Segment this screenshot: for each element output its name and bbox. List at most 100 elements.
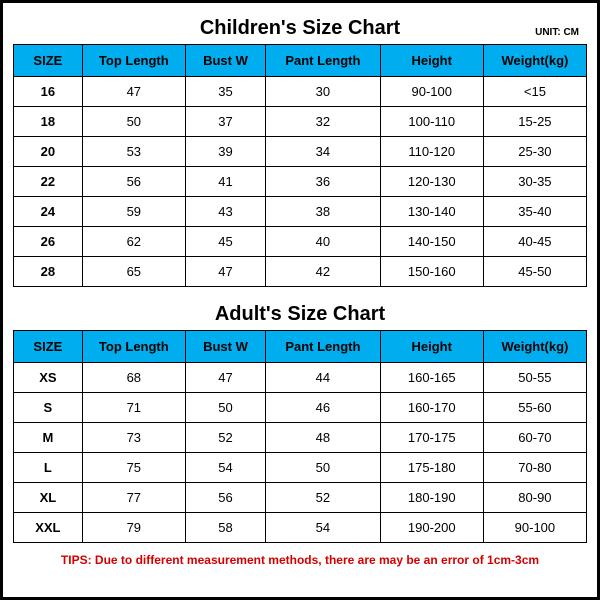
data-cell: 50 bbox=[82, 107, 185, 137]
unit-label: UNIT: CM bbox=[535, 27, 579, 38]
table-row: 26624540140-15040-45 bbox=[14, 227, 587, 257]
data-cell: 77 bbox=[82, 483, 185, 513]
size-cell: 26 bbox=[14, 227, 83, 257]
data-cell: 55-60 bbox=[483, 393, 586, 423]
children-section: Children's Size Chart UNIT: CM SIZETop L… bbox=[13, 15, 587, 287]
column-header: SIZE bbox=[14, 331, 83, 363]
data-cell: 50 bbox=[185, 393, 265, 423]
data-cell: 53 bbox=[82, 137, 185, 167]
table-row: XL775652180-19080-90 bbox=[14, 483, 587, 513]
data-cell: 47 bbox=[82, 77, 185, 107]
data-cell: 170-175 bbox=[380, 423, 483, 453]
data-cell: 68 bbox=[82, 363, 185, 393]
data-cell: 175-180 bbox=[380, 453, 483, 483]
data-cell: 15-25 bbox=[483, 107, 586, 137]
data-cell: 35-40 bbox=[483, 197, 586, 227]
data-cell: 62 bbox=[82, 227, 185, 257]
table-row: 20533934110-12025-30 bbox=[14, 137, 587, 167]
data-cell: 47 bbox=[185, 363, 265, 393]
data-cell: 50 bbox=[266, 453, 381, 483]
data-cell: 79 bbox=[82, 513, 185, 543]
table-row: XS684744160-16550-55 bbox=[14, 363, 587, 393]
data-cell: 47 bbox=[185, 257, 265, 287]
table-row: 18503732100-11015-25 bbox=[14, 107, 587, 137]
data-cell: 150-160 bbox=[380, 257, 483, 287]
data-cell: 140-150 bbox=[380, 227, 483, 257]
table-row: 28654742150-16045-50 bbox=[14, 257, 587, 287]
data-cell: 80-90 bbox=[483, 483, 586, 513]
size-cell: M bbox=[14, 423, 83, 453]
children-table: SIZETop LengthBust WPant LengthHeightWei… bbox=[13, 44, 587, 287]
column-header: Top Length bbox=[82, 331, 185, 363]
size-cell: 28 bbox=[14, 257, 83, 287]
size-cell: 24 bbox=[14, 197, 83, 227]
data-cell: 52 bbox=[266, 483, 381, 513]
column-header: Height bbox=[380, 45, 483, 77]
table-row: L755450175-18070-80 bbox=[14, 453, 587, 483]
data-cell: 180-190 bbox=[380, 483, 483, 513]
column-header: Pant Length bbox=[266, 45, 381, 77]
column-header: Height bbox=[380, 331, 483, 363]
data-cell: 46 bbox=[266, 393, 381, 423]
data-cell: 42 bbox=[266, 257, 381, 287]
size-cell: 20 bbox=[14, 137, 83, 167]
adult-title: Adult's Size Chart bbox=[215, 303, 385, 325]
data-cell: 30 bbox=[266, 77, 381, 107]
children-title-row: Children's Size Chart UNIT: CM bbox=[13, 15, 587, 44]
size-cell: 18 bbox=[14, 107, 83, 137]
column-header: Weight(kg) bbox=[483, 331, 586, 363]
data-cell: 120-130 bbox=[380, 167, 483, 197]
table-row: S715046160-17055-60 bbox=[14, 393, 587, 423]
data-cell: 160-170 bbox=[380, 393, 483, 423]
data-cell: 40 bbox=[266, 227, 381, 257]
table-row: 1647353090-100<15 bbox=[14, 77, 587, 107]
children-title: Children's Size Chart bbox=[200, 17, 400, 39]
data-cell: 54 bbox=[185, 453, 265, 483]
data-cell: 45 bbox=[185, 227, 265, 257]
data-cell: 45-50 bbox=[483, 257, 586, 287]
data-cell: 110-120 bbox=[380, 137, 483, 167]
column-header: Pant Length bbox=[266, 331, 381, 363]
data-cell: 90-100 bbox=[483, 513, 586, 543]
data-cell: 39 bbox=[185, 137, 265, 167]
adult-table: SIZETop LengthBust WPant LengthHeightWei… bbox=[13, 330, 587, 543]
data-cell: 70-80 bbox=[483, 453, 586, 483]
size-cell: XS bbox=[14, 363, 83, 393]
data-cell: 32 bbox=[266, 107, 381, 137]
data-cell: 130-140 bbox=[380, 197, 483, 227]
adult-section: Adult's Size Chart SIZETop LengthBust WP… bbox=[13, 301, 587, 543]
data-cell: 54 bbox=[266, 513, 381, 543]
data-cell: 90-100 bbox=[380, 77, 483, 107]
data-cell: 25-30 bbox=[483, 137, 586, 167]
data-cell: <15 bbox=[483, 77, 586, 107]
tips-text: TIPS: Due to different measurement metho… bbox=[13, 553, 587, 567]
size-cell: XL bbox=[14, 483, 83, 513]
data-cell: 190-200 bbox=[380, 513, 483, 543]
size-cell: 22 bbox=[14, 167, 83, 197]
data-cell: 65 bbox=[82, 257, 185, 287]
data-cell: 100-110 bbox=[380, 107, 483, 137]
column-header: SIZE bbox=[14, 45, 83, 77]
data-cell: 43 bbox=[185, 197, 265, 227]
table-row: 24594338130-14035-40 bbox=[14, 197, 587, 227]
column-header: Bust W bbox=[185, 45, 265, 77]
data-cell: 59 bbox=[82, 197, 185, 227]
data-cell: 58 bbox=[185, 513, 265, 543]
column-header: Bust W bbox=[185, 331, 265, 363]
data-cell: 48 bbox=[266, 423, 381, 453]
data-cell: 41 bbox=[185, 167, 265, 197]
data-cell: 38 bbox=[266, 197, 381, 227]
data-cell: 60-70 bbox=[483, 423, 586, 453]
data-cell: 71 bbox=[82, 393, 185, 423]
data-cell: 44 bbox=[266, 363, 381, 393]
data-cell: 35 bbox=[185, 77, 265, 107]
data-cell: 56 bbox=[185, 483, 265, 513]
table-row: M735248170-17560-70 bbox=[14, 423, 587, 453]
data-cell: 52 bbox=[185, 423, 265, 453]
section-spacer bbox=[13, 287, 587, 301]
data-cell: 40-45 bbox=[483, 227, 586, 257]
data-cell: 56 bbox=[82, 167, 185, 197]
data-cell: 73 bbox=[82, 423, 185, 453]
data-cell: 30-35 bbox=[483, 167, 586, 197]
data-cell: 160-165 bbox=[380, 363, 483, 393]
